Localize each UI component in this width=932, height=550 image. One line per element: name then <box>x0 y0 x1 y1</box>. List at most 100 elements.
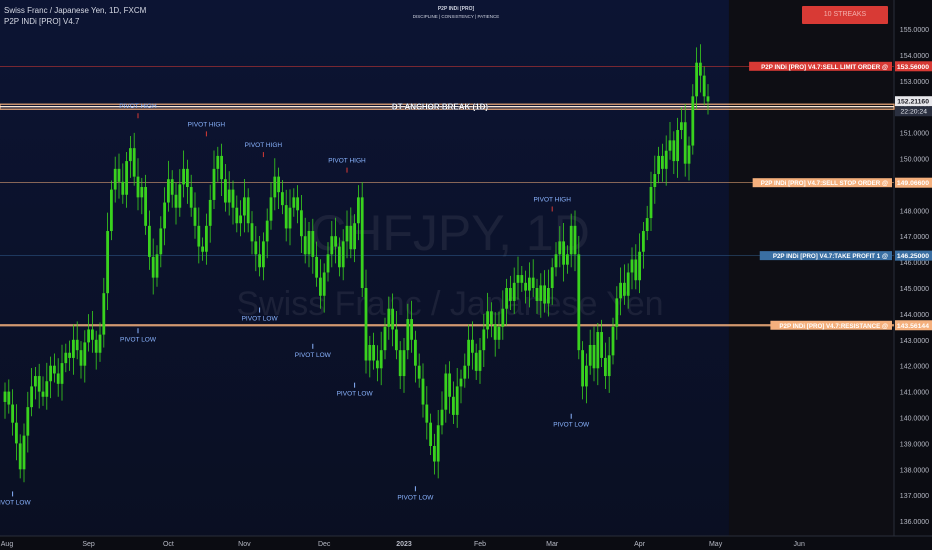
candle-body <box>94 339 98 353</box>
candle-body <box>45 381 49 397</box>
candle-body <box>170 179 174 195</box>
x-tick-label: Aug <box>1 541 14 548</box>
pivot-high-label: PIVOT HIGH <box>119 103 157 110</box>
symbol-header[interactable]: Swiss Franc / Japanese Yen, 1D, FXCM <box>4 6 147 15</box>
candle-body <box>201 246 204 252</box>
candle-body <box>303 236 307 255</box>
candle-body <box>300 210 303 237</box>
y-tick-label: 138.0000 <box>900 467 929 474</box>
pivot-low-label: PIVOT LOW <box>553 422 590 429</box>
candle-body <box>634 259 638 281</box>
candle-body <box>554 254 558 268</box>
candle-body <box>121 181 125 195</box>
y-tick-label: 150.0000 <box>900 157 929 164</box>
x-tick-label: Dec <box>318 541 331 548</box>
x-tick-label: Sep <box>82 541 95 548</box>
candle-body <box>433 445 436 462</box>
pivot-low-label: PIVOT LOW <box>0 499 31 506</box>
x-tick-label: Apr <box>634 541 646 548</box>
price-tag-bg <box>895 250 932 261</box>
candle-body <box>706 96 710 102</box>
candle-body <box>573 225 577 255</box>
candle-body <box>334 236 337 247</box>
candle-body <box>151 256 155 278</box>
candle-body <box>569 225 573 255</box>
x-tick-label: Mar <box>546 541 559 548</box>
candle-body <box>330 236 334 255</box>
candle-body <box>440 409 444 426</box>
candle-body <box>444 373 448 410</box>
candle-body <box>220 155 223 180</box>
price-tag-bg <box>895 320 932 331</box>
indicator-header[interactable]: P2P INDi [PRO] V4.7 <box>4 17 80 26</box>
candle-body <box>106 231 109 294</box>
candle-body <box>189 186 193 208</box>
candle-body <box>410 319 413 340</box>
pivot-high-label: PIVOT HIGH <box>328 158 366 165</box>
candle-body <box>402 350 406 377</box>
streak-box: 10 STREAKS <box>802 6 888 24</box>
candle-body <box>592 344 596 369</box>
candle-body <box>353 223 356 250</box>
candle-body <box>436 425 440 462</box>
x-tick-label: Oct <box>163 541 174 548</box>
candle-body <box>448 373 451 397</box>
candle-body <box>102 293 106 335</box>
y-tick-label: 137.0000 <box>900 493 929 500</box>
candle-body <box>136 176 140 198</box>
candle-body <box>398 350 402 377</box>
candle-body <box>562 241 565 265</box>
candle-body <box>490 311 493 325</box>
candle-body <box>341 241 345 268</box>
candle-body <box>501 308 505 327</box>
candle-body <box>676 130 679 162</box>
candle-body <box>64 352 68 364</box>
candle-body <box>463 365 467 379</box>
candle-body <box>695 62 698 97</box>
candle-body <box>387 308 391 327</box>
candle-body <box>307 231 311 255</box>
candle-body <box>254 241 258 255</box>
candle-body <box>467 339 470 366</box>
y-tick-label: 145.0000 <box>900 286 929 293</box>
candle-body <box>425 404 429 423</box>
candle-body <box>296 197 299 211</box>
level-label-bg <box>752 178 892 188</box>
candle-body <box>596 332 600 369</box>
candle-body <box>15 422 18 444</box>
level-label: P2P INDi [PRO] V4.7:RESISTANCE @ <box>779 323 888 330</box>
candle-body <box>535 288 539 301</box>
candle-body <box>509 288 512 301</box>
candle-body <box>243 197 246 216</box>
candle-body <box>167 179 170 203</box>
candle-body <box>474 352 478 371</box>
candle-body <box>653 174 657 187</box>
candle-body <box>205 225 208 252</box>
candle-body <box>178 184 182 208</box>
countdown-bg <box>895 106 932 117</box>
candle-body <box>357 197 360 224</box>
candle-body <box>83 342 87 366</box>
candle-body <box>30 386 33 408</box>
x-tick-label: Feb <box>474 541 486 548</box>
candle-body <box>129 148 132 162</box>
candle-body <box>208 199 212 226</box>
candle-body <box>512 282 516 301</box>
price-tag-bg <box>895 61 932 72</box>
candle-body <box>588 344 592 366</box>
candle-body <box>626 272 630 296</box>
candle-body <box>615 298 619 327</box>
candle-body <box>585 365 588 387</box>
y-tick-label: 136.0000 <box>900 519 929 526</box>
pivot-high-label: PIVOT HIGH <box>188 121 226 128</box>
candle-body <box>292 197 296 208</box>
pivots: PIVOT HIGH PIVOT HIGH PIVOT HIGH PIVOT HIGH… <box>0 103 590 506</box>
candle-body <box>528 277 531 291</box>
candle-body <box>558 241 562 255</box>
candle-body <box>163 202 166 229</box>
candle-body <box>455 386 459 415</box>
candle-body <box>482 329 486 351</box>
candle-body <box>258 254 261 268</box>
candle-body <box>22 435 26 470</box>
